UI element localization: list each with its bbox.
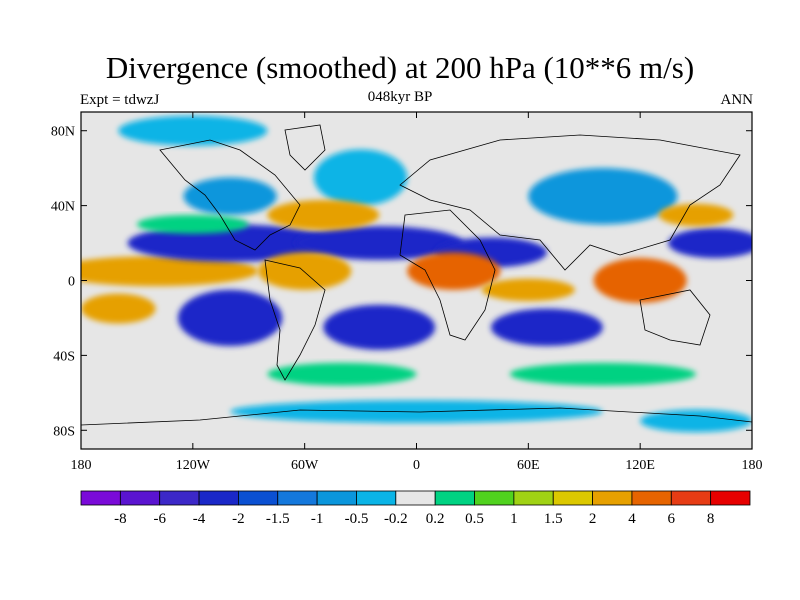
colorbar: -8 -6 -4 -2 -1.5 -1 -0.5 -0.2 0.2 0.5 1 1.5 2 4 6 8 bbox=[80, 490, 751, 527]
season-label: ANN bbox=[720, 92, 754, 108]
coastline-australia bbox=[639, 289, 711, 346]
colorbar-swatch-7 bbox=[356, 490, 397, 506]
lon-label-1: 120W bbox=[176, 458, 211, 473]
colorbar-label-4: -1.5 bbox=[266, 511, 290, 527]
field-region-7 bbox=[491, 308, 603, 347]
colorbar-swatch-14 bbox=[631, 490, 672, 506]
colorbar-label-8: 0.2 bbox=[426, 511, 445, 527]
colorbar-swatch-1 bbox=[119, 490, 161, 506]
divergence-field bbox=[81, 115, 752, 433]
field-region-20 bbox=[267, 199, 380, 230]
field-region-10 bbox=[593, 258, 687, 303]
field-region-21 bbox=[658, 203, 734, 227]
latitude-axis: 80N 40N 0 40S 80S bbox=[51, 125, 752, 439]
time-label: 048kyr BP bbox=[367, 89, 433, 105]
field-region-19 bbox=[136, 214, 249, 234]
field-region-11 bbox=[481, 278, 575, 302]
colorbar-label-14: 6 bbox=[668, 511, 676, 527]
field-region-16 bbox=[118, 115, 268, 146]
colorbar-swatch-12 bbox=[552, 490, 593, 506]
colorbar-swatch-13 bbox=[592, 490, 633, 506]
longitude-axis: 180 120W 60W 0 60E 120E 180 bbox=[71, 112, 763, 473]
coastlines bbox=[81, 124, 752, 426]
colorbar-label-1: -6 bbox=[153, 511, 166, 527]
lat-label-0: 80N bbox=[51, 125, 75, 140]
field-region-2 bbox=[295, 226, 464, 260]
coastline-eurasia bbox=[399, 134, 741, 271]
experiment-label: Expt = tdwzJ bbox=[80, 92, 160, 108]
colorbar-swatch-15 bbox=[670, 490, 712, 506]
colorbar-swatch-4 bbox=[238, 490, 279, 506]
field-region-14 bbox=[313, 149, 408, 206]
field-region-0 bbox=[81, 256, 259, 287]
lon-label-2: 60W bbox=[291, 458, 319, 473]
lon-label-5: 120E bbox=[625, 458, 655, 473]
field-region-18 bbox=[640, 409, 752, 433]
coastline-africa bbox=[399, 209, 496, 341]
colorbar-swatch-5 bbox=[277, 490, 318, 506]
colorbar-label-5: -1 bbox=[311, 511, 324, 527]
colorbar-label-12: 2 bbox=[589, 511, 597, 527]
colorbar-swatch-16 bbox=[710, 490, 751, 506]
lon-label-4: 60E bbox=[517, 458, 540, 473]
field-region-4 bbox=[668, 228, 752, 259]
colorbar-swatch-3 bbox=[198, 490, 239, 506]
colorbar-label-9: 0.5 bbox=[465, 511, 484, 527]
colorbar-label-15: 8 bbox=[707, 511, 715, 527]
field-region-15 bbox=[528, 168, 678, 225]
colorbar-label-3: -2 bbox=[232, 511, 245, 527]
colorbar-label-6: -0.5 bbox=[345, 511, 369, 527]
colorbar-label-0: -8 bbox=[114, 511, 127, 527]
field-region-9 bbox=[407, 252, 501, 290]
lat-label-1: 40N bbox=[51, 200, 75, 215]
field-region-12 bbox=[81, 293, 156, 324]
lon-label-3: 0 bbox=[413, 458, 420, 473]
coastline-north-america bbox=[159, 139, 301, 251]
colorbar-swatch-11 bbox=[513, 490, 554, 506]
colorbar-label-2: -4 bbox=[193, 511, 206, 527]
field-region-23 bbox=[509, 362, 697, 386]
coastline-antarctica bbox=[81, 407, 752, 426]
field-region-13 bbox=[183, 177, 277, 215]
lat-label-2: 0 bbox=[68, 275, 75, 290]
colorbar-swatch-0 bbox=[80, 490, 121, 506]
colorbar-swatch-2 bbox=[159, 490, 200, 506]
chart-title: Divergence (smoothed) at 200 hPa (10**6 … bbox=[105, 50, 695, 85]
coastline-greenland bbox=[284, 124, 326, 171]
colorbar-label-10: 1 bbox=[510, 511, 518, 527]
field-region-8 bbox=[258, 252, 352, 290]
coastline-south-america bbox=[264, 259, 326, 381]
colorbar-label-13: 4 bbox=[628, 511, 636, 527]
colorbar-label-11: 1.5 bbox=[544, 511, 563, 527]
field-region-1 bbox=[127, 224, 333, 262]
colorbar-swatch-8 bbox=[395, 490, 436, 506]
lat-label-4: 80S bbox=[53, 424, 75, 439]
lon-label-6: 180 bbox=[742, 458, 763, 473]
lat-label-3: 40S bbox=[53, 349, 75, 364]
colorbar-swatch-10 bbox=[474, 490, 515, 506]
colorbar-swatch-9 bbox=[434, 490, 475, 506]
colorbar-label-7: -0.2 bbox=[384, 511, 408, 527]
field-region-5 bbox=[177, 289, 283, 347]
field-region-22 bbox=[267, 362, 417, 386]
colorbar-swatch-6 bbox=[316, 490, 357, 506]
field-region-6 bbox=[323, 304, 436, 350]
lon-label-0: 180 bbox=[71, 458, 92, 473]
